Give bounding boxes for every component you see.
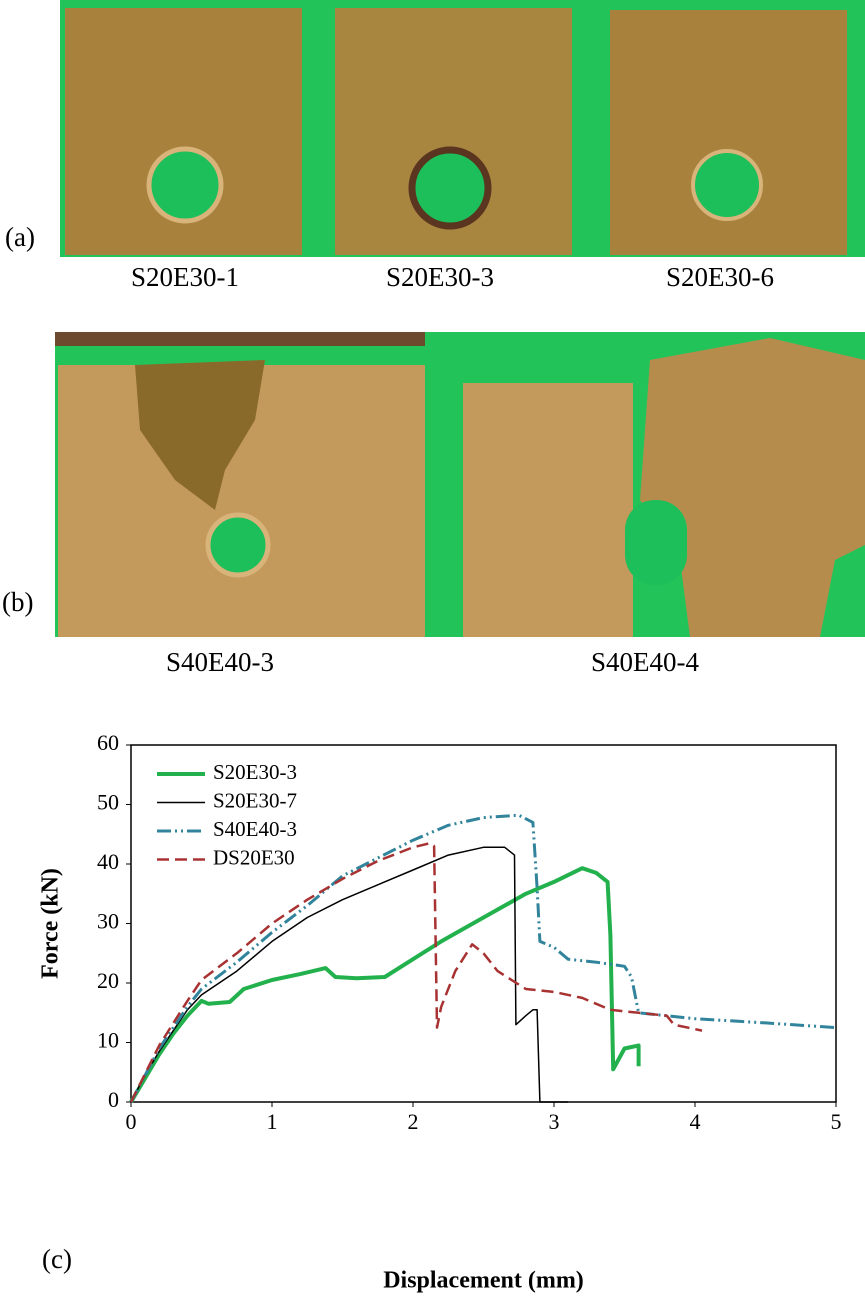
sample-label: S20E30-1 (131, 262, 239, 292)
y-tick-label: 50 (97, 790, 119, 815)
y-tick-label: 10 (97, 1028, 119, 1053)
legend-label: DS20E30 (213, 845, 295, 869)
hole (208, 515, 268, 575)
legend-label: S20E30-3 (213, 760, 297, 784)
hole (149, 149, 221, 221)
panel-label: (c) (42, 1244, 72, 1274)
y-tick-label: 60 (97, 730, 119, 755)
sample-label: S20E30-3 (386, 262, 494, 292)
series-line (131, 868, 639, 1102)
page: {"photo_panels": [ {"label": "(a)", "sam… (0, 0, 865, 1307)
legend-label: S40E40-3 (213, 817, 297, 841)
sample-label: S40E40-4 (591, 647, 700, 677)
sample-label: S40E40-3 (166, 647, 274, 677)
x-tick-label: 5 (831, 1109, 842, 1134)
panel-label: (a) (5, 222, 35, 252)
panel-label: (b) (2, 587, 33, 617)
specimen-photo (463, 383, 633, 637)
x-tick-label: 0 (126, 1109, 137, 1134)
y-tick-label: 30 (97, 909, 119, 934)
x-tick-label: 1 (267, 1109, 278, 1134)
hole (625, 500, 687, 585)
hole (693, 151, 761, 219)
x-tick-label: 3 (549, 1109, 560, 1134)
specimen-photo (55, 332, 425, 346)
y-tick-label: 20 (97, 968, 119, 993)
y-axis-title: Force (kN) (38, 868, 64, 979)
x-tick-label: 4 (690, 1109, 701, 1134)
y-tick-label: 40 (97, 849, 119, 874)
y-tick-label: 0 (108, 1087, 119, 1112)
x-axis-title: Displacement (mm) (383, 1268, 584, 1294)
hole (412, 150, 488, 226)
sample-label: S20E30-6 (666, 262, 774, 292)
legend-label: S20E30-7 (213, 788, 297, 812)
figure: (a) S20E30-1 S20E30-3 S20E30-6 (b) S40E40-3 S4… (0, 0, 865, 1302)
x-tick-label: 2 (408, 1109, 419, 1134)
